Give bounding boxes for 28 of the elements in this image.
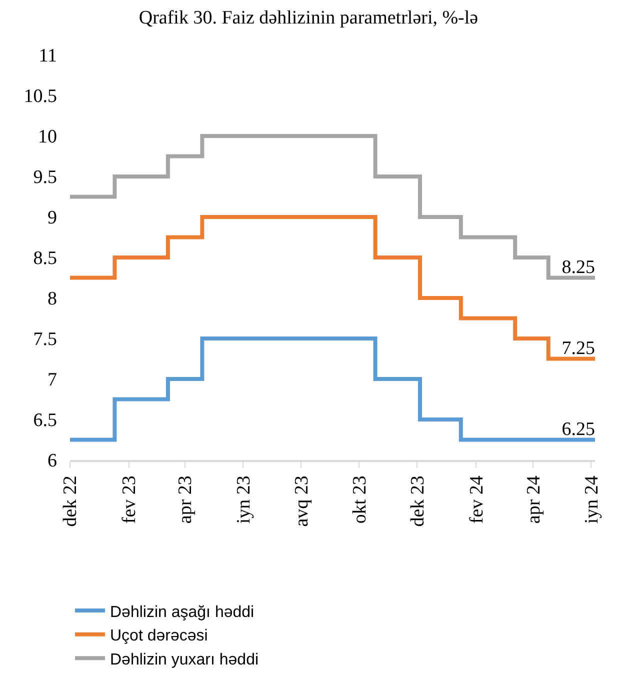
y-tick-label: 8 — [48, 288, 57, 310]
x-tick-label: fev 24 — [466, 475, 488, 524]
x-tick-label: iyn 24 — [581, 475, 602, 524]
y-tick-label: 8.5 — [33, 248, 57, 270]
y-tick-label: 9 — [48, 208, 57, 229]
legend-label: Dəhlizin yuxarı həddi — [110, 651, 259, 668]
legend-label: Dəhlizin aşağı həddi — [110, 604, 254, 621]
y-tick-label: 11 — [38, 46, 57, 67]
x-tick-label: fev 23 — [119, 476, 140, 524]
legend-label: Uçot dərəcəsi — [110, 628, 208, 645]
y-tick-label: 9.5 — [33, 167, 57, 188]
y-tick-label: 7 — [48, 370, 57, 391]
y-tick-label: 7.5 — [33, 329, 57, 350]
y-tick-label: 10.5 — [24, 86, 57, 108]
x-tick-label: dek 22 — [60, 476, 82, 527]
chart-title: Qrafik 30. Faiz dəhlizinin parametrləri, %-lə — [138, 8, 478, 29]
x-tick-label: apr 23 — [175, 476, 196, 524]
x-tick-label: avq 23 — [291, 476, 312, 527]
y-tick-label: 10 — [38, 126, 57, 148]
x-tick-label: dek 23 — [407, 476, 428, 527]
data-label: 8.25 — [562, 257, 595, 278]
data-label: 7.25 — [562, 338, 595, 359]
x-tick-label: okt 23 — [349, 476, 370, 524]
y-tick-label: 6 — [48, 450, 57, 472]
y-tick-label: 6.5 — [33, 410, 57, 432]
x-tick-label: apr 24 — [523, 475, 544, 524]
x-tick-label: iyn 23 — [233, 476, 254, 524]
data-label: 6.25 — [562, 419, 595, 440]
